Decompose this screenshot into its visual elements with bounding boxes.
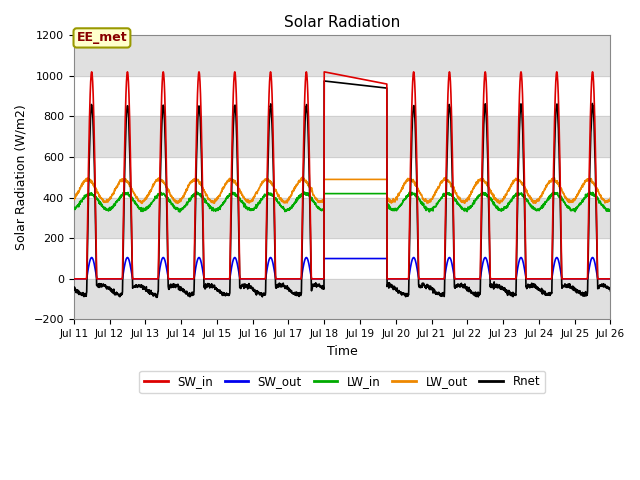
Bar	[74, 36, 611, 76]
Bar	[74, 117, 611, 157]
X-axis label: Time: Time	[327, 345, 358, 358]
Legend: SW_in, SW_out, LW_in, LW_out, Rnet: SW_in, SW_out, LW_in, LW_out, Rnet	[140, 371, 545, 393]
Y-axis label: Solar Radiation (W/m2): Solar Radiation (W/m2)	[15, 105, 28, 250]
Text: EE_met: EE_met	[77, 31, 127, 45]
Bar	[74, 279, 611, 319]
Bar	[74, 198, 611, 238]
Title: Solar Radiation: Solar Radiation	[284, 15, 400, 30]
